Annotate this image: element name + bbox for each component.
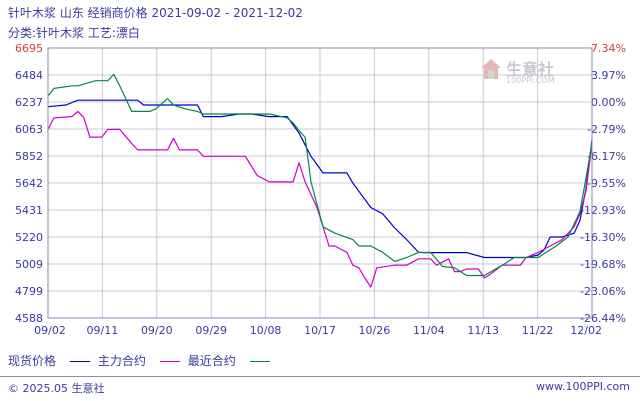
y-left-tick-label: 5431 (15, 204, 43, 217)
y-right-tick-label: -23.06% (580, 285, 626, 298)
y-right-tick-label: 0.00% (591, 96, 626, 109)
y-right-tick-label: -2.79% (587, 123, 626, 136)
y-left-tick-label: 5642 (15, 177, 43, 190)
series-line-recent-contract (47, 73, 593, 277)
y-right-tick-label: -9.55% (587, 177, 626, 190)
watermark-name: 生意社 (506, 60, 555, 79)
x-axis-ticks: 09/02 09/11 09/20 09/29 10/08 10/17 10/26 11/04… (34, 324, 602, 337)
left-axis-ticks: 6695 6484 6237 6063 5852 5642 5431 5220 5009 4799… (15, 42, 43, 325)
x-tick-label: 10/26 (359, 324, 391, 337)
legend: 现货价格 主力合约 最近合约 (8, 352, 278, 369)
legend-item-main: 主力合约 (97, 354, 146, 368)
x-tick-label: 10/08 (250, 324, 282, 337)
series-line-main-contract (47, 110, 593, 288)
x-tick-label: 09/29 (195, 324, 227, 337)
series-line-spot (47, 99, 593, 259)
x-tick-label: 10/17 (304, 324, 336, 337)
y-right-tick-label: -6.17% (587, 150, 626, 163)
y-left-tick-label: 6484 (15, 69, 43, 82)
series-lines (47, 73, 593, 288)
y-right-tick-label: -12.93% (580, 204, 626, 217)
x-tick-label: 11/22 (522, 324, 554, 337)
y-left-tick-label: 5009 (15, 258, 43, 271)
legend-label: 现货价格 (8, 354, 57, 368)
y-left-tick-label: 4799 (15, 285, 43, 298)
x-tick-label: 11/04 (413, 324, 445, 337)
legend-item-recent: 最近合约 (187, 354, 236, 368)
y-left-tick-label: 6237 (15, 96, 43, 109)
right-axis-ticks: 7.34% 3.97% 0.00% -2.79% -6.17% -9.55% -12.93%… (580, 42, 626, 325)
legend-swatch-recent (249, 361, 270, 362)
chart-subtitle: 分类:针叶木浆 工艺:漂白 (8, 26, 140, 40)
x-tick-label: 12/02 (570, 324, 602, 337)
y-right-tick-label: -19.68% (580, 258, 626, 271)
x-tick-label: 11/13 (467, 324, 499, 337)
watermark: 生意社 100PPI.COM (480, 56, 600, 90)
y-right-tick-label: -16.30% (580, 231, 626, 244)
footer-copyright: © 2025.05 生意社 (8, 382, 105, 395)
x-tick-label: 09/11 (87, 324, 119, 337)
footer-site-link[interactable]: www.100PPI.com (536, 380, 630, 393)
chart-title: 针叶木浆 山东 经销商价格 2021-09-02 - 2021-12-02 (8, 6, 303, 20)
y-right-tick-label: 3.97% (591, 69, 626, 82)
y-left-tick-label: 6063 (15, 123, 43, 136)
x-tick-label: 09/02 (34, 324, 66, 337)
plot-border (47, 47, 593, 319)
y-left-tick-label: 6695 (15, 42, 43, 55)
x-tick-label: 09/20 (141, 324, 173, 337)
house-logo-icon (481, 59, 501, 79)
footer: © 2025.05 生意社 www.100PPI.com (0, 376, 640, 401)
y-left-tick-label: 4588 (15, 312, 43, 325)
y-right-tick-label: 7.34% (591, 42, 626, 55)
legend-swatch-main (159, 361, 180, 362)
legend-swatch-spot (69, 361, 90, 362)
y-left-tick-label: 5852 (15, 150, 43, 163)
watermark-url: 100PPI.COM (506, 76, 555, 85)
y-left-tick-label: 5220 (15, 231, 43, 244)
